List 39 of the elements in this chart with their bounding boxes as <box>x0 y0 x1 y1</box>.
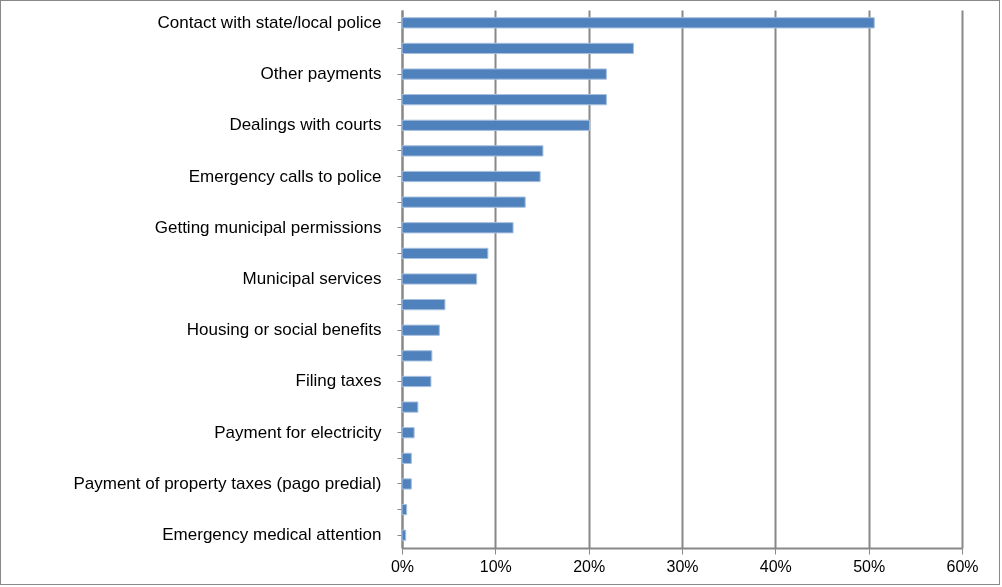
bar <box>401 350 433 362</box>
bar <box>401 478 412 490</box>
bar <box>401 427 415 439</box>
bar <box>401 324 440 336</box>
bar <box>401 196 526 208</box>
bar <box>401 375 432 388</box>
bar <box>401 299 446 311</box>
y-tick-label: Contact with state/local police <box>157 12 382 32</box>
x-tick-label: 50% <box>853 557 886 575</box>
y-tick-label: Filing taxes <box>295 371 382 391</box>
y-tick-label: Payment for electricity <box>214 422 382 442</box>
y-tick-label: Other payments <box>260 64 382 84</box>
bar <box>401 273 478 285</box>
x-tick-label: 40% <box>759 557 792 575</box>
y-tick-label: Getting municipal permissions <box>154 217 382 237</box>
y-tick-label: Municipal services <box>242 269 382 288</box>
bar <box>401 452 412 464</box>
bar <box>401 170 541 183</box>
y-tick-label: Payment of property taxes (pago predial) <box>73 473 382 493</box>
bar <box>401 401 419 413</box>
x-tick-label: 20% <box>573 557 606 575</box>
x-tick-label: 30% <box>666 557 699 575</box>
bar <box>401 42 634 55</box>
bar <box>401 94 607 106</box>
bar <box>401 529 407 541</box>
bar <box>401 17 875 29</box>
y-tick-label: Dealings with courts <box>229 115 382 135</box>
bar <box>401 68 607 80</box>
bar <box>401 145 544 157</box>
bar <box>401 222 514 234</box>
bar <box>401 247 489 259</box>
bar <box>401 119 591 131</box>
x-tick-label: 60% <box>946 557 979 575</box>
x-tick-label: 0% <box>390 557 415 575</box>
y-tick-label: Housing or social benefits <box>186 320 382 340</box>
x-tick-label: 10% <box>479 557 512 575</box>
bar <box>401 503 408 516</box>
y-tick-label: Emergency calls to police <box>188 166 382 186</box>
y-tick-label: Emergency medical attention <box>162 525 382 545</box>
